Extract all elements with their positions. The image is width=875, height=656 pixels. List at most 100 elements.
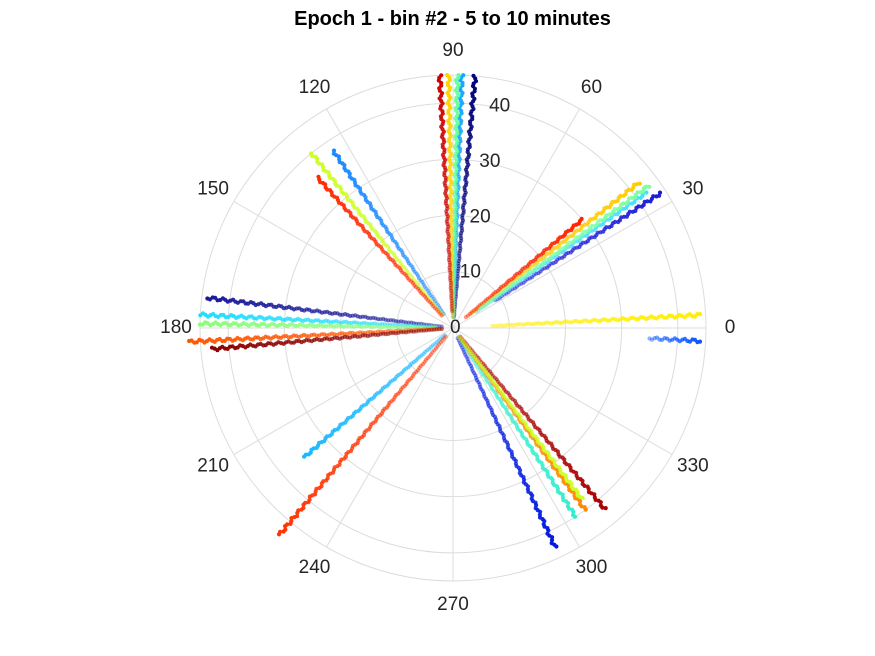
- data-point: [437, 305, 442, 310]
- data-point: [421, 324, 426, 329]
- data-point: [579, 216, 584, 221]
- data-point: [450, 301, 455, 307]
- data-point: [437, 342, 442, 347]
- data-point: [451, 314, 456, 319]
- angle-gridline: [233, 327, 454, 455]
- data-point: [456, 73, 461, 78]
- data-point: [418, 324, 423, 329]
- data-point: [424, 328, 429, 333]
- data-point: [613, 219, 618, 224]
- data-point: [503, 323, 508, 328]
- data-point: [283, 524, 288, 529]
- data-point: [455, 336, 460, 341]
- data-point: [209, 345, 215, 350]
- data-point: [484, 301, 489, 306]
- data-point: [596, 211, 601, 216]
- data-point: [459, 339, 464, 344]
- data-point: [450, 304, 455, 309]
- data-point: [530, 493, 535, 498]
- data-point: [463, 340, 468, 345]
- data-point: [463, 343, 468, 348]
- data-point: [449, 303, 454, 309]
- data-point: [478, 306, 483, 311]
- data-point: [439, 313, 444, 318]
- data-point: [580, 478, 585, 483]
- data-point: [432, 305, 437, 311]
- data-point: [433, 304, 439, 309]
- data-point: [432, 348, 437, 353]
- data-point: [603, 506, 608, 511]
- data-point: [434, 325, 439, 330]
- data-point: [276, 532, 282, 537]
- data-point: [471, 73, 476, 78]
- data-point: [465, 345, 470, 350]
- angle-tick-label: 210: [197, 456, 229, 477]
- data-point: [443, 334, 448, 339]
- data-point: [288, 521, 293, 527]
- data-point: [449, 296, 454, 301]
- data-point: [323, 185, 328, 190]
- data-point: [424, 322, 429, 327]
- data-point: [437, 324, 442, 329]
- data-point: [435, 344, 440, 349]
- data-point: [495, 323, 500, 328]
- data-point: [458, 334, 463, 339]
- data-point: [600, 505, 605, 510]
- data-point: [441, 311, 446, 317]
- data-point: [440, 312, 445, 317]
- data-point: [451, 304, 456, 309]
- data-point: [440, 335, 445, 340]
- radius-tick-label: 20: [470, 206, 491, 227]
- data-point: [451, 312, 456, 317]
- data-point: [306, 500, 311, 505]
- data-point: [450, 307, 455, 312]
- data-point: [641, 189, 646, 194]
- angle-gridline: [452, 108, 580, 329]
- data-point: [657, 193, 662, 198]
- data-point: [456, 338, 461, 343]
- angle-tick-label: 120: [299, 77, 331, 98]
- data-point: [434, 327, 439, 332]
- data-point: [439, 324, 444, 329]
- data-point: [461, 341, 466, 346]
- data-point: [309, 151, 314, 156]
- data-point: [580, 495, 585, 500]
- data-point: [586, 486, 591, 492]
- data-points: [187, 73, 703, 549]
- data-point: [452, 312, 457, 317]
- data-point: [463, 315, 468, 320]
- data-point: [437, 326, 442, 331]
- data-point: [442, 336, 447, 341]
- data-point: [647, 336, 652, 341]
- angle-tick-label: 300: [576, 557, 608, 578]
- data-point: [450, 309, 455, 314]
- data-point: [187, 338, 192, 344]
- data-point: [450, 314, 455, 319]
- angle-gridline: [233, 201, 454, 329]
- angle-gridline: [452, 327, 580, 548]
- data-point: [451, 309, 456, 314]
- data-point: [697, 312, 703, 317]
- data-point: [307, 494, 312, 499]
- data-point: [492, 324, 497, 329]
- radius-tick-label: 40: [489, 96, 510, 117]
- data-point: [423, 325, 428, 330]
- data-point: [636, 204, 641, 209]
- angle-tick-label: 90: [442, 40, 463, 61]
- data-point: [313, 154, 318, 159]
- data-point: [436, 309, 441, 314]
- data-point: [429, 327, 434, 332]
- data-point: [462, 343, 467, 348]
- angle-gridline: [452, 201, 673, 329]
- data-point: [589, 235, 594, 240]
- data-point: [452, 304, 458, 309]
- data-point: [451, 314, 456, 319]
- data-point: [451, 301, 456, 307]
- data-point: [462, 350, 467, 355]
- data-point: [458, 343, 463, 348]
- data-point: [627, 209, 632, 214]
- data-point: [437, 327, 442, 332]
- data-point: [435, 303, 441, 308]
- data-point: [431, 324, 436, 330]
